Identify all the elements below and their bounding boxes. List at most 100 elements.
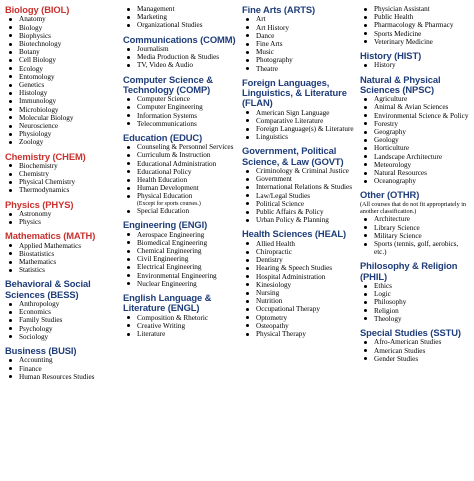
subject-section: Health Sciences (HEAL) Allied Health Chiro… — [242, 229, 355, 338]
subject-section: Physics (PHYS) Astronomy Physics — [5, 199, 117, 227]
section-heading: Business (BUSI) — [5, 345, 77, 357]
subject-item-label: Allied Health — [256, 239, 295, 248]
column-2: Management Marketing Organizational Studie… — [123, 5, 237, 343]
subject-item-label: Aerospace Engineering — [137, 230, 205, 239]
subject-item: Philosophy — [360, 298, 472, 306]
section-heading: Natural & Physical Sciences (NPSC) — [360, 73, 441, 95]
subject-item: Physician Assistant — [360, 5, 472, 13]
subject-item: Criminology & Criminal Justice — [242, 167, 355, 175]
subject-item: Chemistry — [5, 170, 117, 178]
subject-item-label: Fine Arts — [256, 39, 283, 48]
subject-item-label: Physical Therapy — [256, 329, 306, 338]
subject-item: Histology — [5, 89, 117, 97]
section-heading: Biology (BIOL) — [5, 4, 70, 15]
subject-list: Physician Assistant Public Health Pharmaco… — [360, 5, 472, 46]
subject-item: Special Education — [123, 207, 237, 215]
subject-item: Geography — [360, 128, 472, 136]
subject-item-label: Horticulture — [374, 144, 410, 153]
subject-item: Aerospace Engineering — [123, 231, 237, 239]
subject-item: Dance — [242, 32, 355, 40]
subject-list: Criminology & Criminal Justice Government… — [242, 167, 355, 224]
subject-item: Biotechnology — [5, 40, 117, 48]
subject-item-label: Molecular Biology — [19, 113, 74, 122]
subject-item-label: Thermodynamics — [19, 186, 70, 195]
subject-item-label: Civil Engineering — [137, 255, 189, 264]
subject-item-label: Criminology & Criminal Justice — [256, 167, 349, 176]
subject-item-label: American Sign Language — [256, 108, 330, 117]
subject-item: Botany — [5, 48, 117, 56]
subject-item-label: Human Development — [137, 184, 199, 193]
subject-item: Zoology — [5, 138, 117, 146]
subject-item-label: Curriculum & Instruction — [137, 151, 211, 160]
subject-item-label: Information Systems — [137, 111, 198, 120]
subject-list: Allied Health Chiropractic Dentistry Hearin… — [242, 240, 355, 338]
subject-item: Computer Science — [123, 95, 237, 103]
subject-item-label: Public Affairs & Policy — [256, 208, 324, 217]
subject-item: Literature — [123, 330, 237, 338]
subject-list: Management Marketing Organizational Studie… — [123, 5, 237, 30]
subject-item: Educational Administration — [123, 160, 237, 168]
subject-item: Ethics — [360, 282, 472, 290]
subject-item: Gender Studies — [360, 355, 472, 363]
subject-item-label: Anatomy — [19, 15, 46, 24]
subject-item-label: Statistics — [19, 266, 45, 275]
subject-item: Photography — [242, 56, 355, 64]
subject-item-label: Microbiology — [19, 105, 59, 114]
subject-section: Government, Political Science, & Law (GO… — [242, 146, 355, 224]
subject-item: Nursing — [242, 289, 355, 297]
subject-list: Anthropology Economics Family Studies Psych… — [5, 300, 117, 341]
subject-item-label: Physics — [19, 218, 41, 227]
subject-list: Biochemistry Chemistry Physical Chemistry T… — [5, 162, 117, 195]
subject-item-label: Forestry — [374, 119, 398, 128]
subject-list: Architecture Library Science Military Scie… — [360, 215, 472, 256]
subject-item-label: Urban Policy & Planning — [256, 216, 329, 225]
subject-item: Hospital Administration — [242, 273, 355, 281]
subject-item: Sports Medicine — [360, 30, 472, 38]
subject-section: History (HIST) History — [360, 50, 472, 70]
subject-item-label: Logic — [374, 290, 391, 299]
subject-item: Horticulture — [360, 144, 472, 152]
subject-item: Family Studies — [5, 316, 117, 324]
subject-item-label: Creative Writing — [137, 321, 186, 330]
subject-item: Landscape Architecture — [360, 153, 472, 161]
subject-item-label: Landscape Architecture — [374, 152, 443, 161]
subject-item-label: Sports Medicine — [374, 29, 422, 38]
subject-item: Human Development — [123, 184, 237, 192]
subject-list: Afro-American Studies American Studies Gen… — [360, 338, 472, 363]
subject-item: Astronomy — [5, 210, 117, 218]
subject-item: Civil Engineering — [123, 255, 237, 263]
subject-item-label: Geography — [374, 127, 406, 136]
subject-item-label: Theology — [374, 314, 402, 323]
subject-item-label: Foreign Language(s) & Literature — [256, 125, 354, 134]
subject-item: Sociology — [5, 333, 117, 341]
subject-item-label: Astronomy — [19, 209, 52, 218]
subject-item: Chiropractic — [242, 248, 355, 256]
subject-item: Electrical Engineering — [123, 263, 237, 271]
subject-item-label: Telecommunications — [137, 119, 197, 128]
subject-item-label: Comparative Literature — [256, 116, 324, 125]
section-heading: Fine Arts (ARTS) — [242, 4, 316, 15]
subject-item: Human Resources Studies — [5, 373, 117, 381]
subject-item: Environmental Science & Policy — [360, 112, 472, 120]
subject-item-label: Electrical Engineering — [137, 263, 202, 272]
subject-item: Computer Engineering — [123, 103, 237, 111]
subject-item: American Sign Language — [242, 109, 355, 117]
subject-item-label: Chemical Engineering — [137, 246, 202, 255]
section-heading: Special Studies (SSTU) — [360, 327, 461, 339]
subject-item-label: Physician Assistant — [374, 5, 430, 13]
subject-item-label: Optometry — [256, 313, 288, 322]
subject-section: Computer Science & Technology (COMP) Comp… — [123, 74, 237, 128]
subject-item: Biochemistry — [5, 162, 117, 170]
subject-item-label: Organizational Studies — [137, 21, 203, 30]
subject-item: Urban Policy & Planning — [242, 216, 355, 224]
subject-item: Health Education — [123, 176, 237, 184]
subject-item: Nutrition — [242, 297, 355, 305]
subject-item-label: Hospital Administration — [256, 272, 326, 281]
subject-item-label: Cell Biology — [19, 56, 56, 65]
subject-item-label: Gender Studies — [374, 354, 419, 363]
subject-item: Media Production & Studies — [123, 53, 237, 61]
subject-item-label: Literature — [137, 329, 166, 338]
subject-item-label: Religion — [374, 306, 399, 315]
subject-item: Kinesiology — [242, 281, 355, 289]
